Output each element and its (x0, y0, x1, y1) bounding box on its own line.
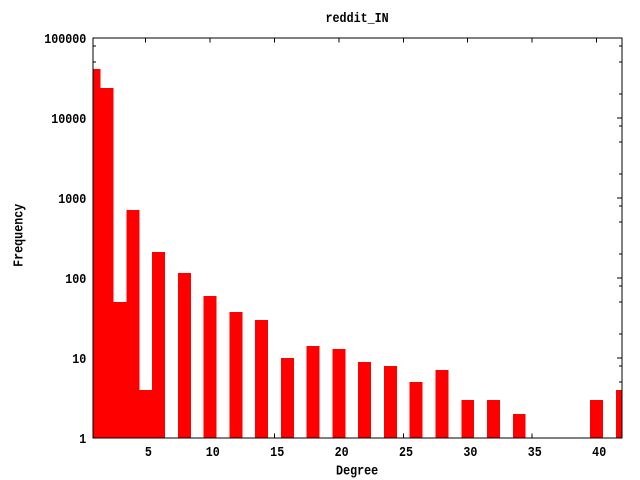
svg-text:35: 35 (528, 445, 542, 460)
svg-text:1: 1 (79, 432, 86, 447)
svg-text:100000: 100000 (44, 32, 86, 47)
svg-text:5: 5 (145, 445, 152, 460)
svg-text:1000: 1000 (58, 192, 86, 207)
svg-text:10: 10 (72, 352, 86, 367)
svg-text:25: 25 (399, 445, 413, 460)
svg-text:Degree: Degree (336, 464, 378, 479)
svg-text:10000: 10000 (51, 112, 86, 127)
svg-text:40: 40 (592, 445, 606, 460)
svg-text:reddit_IN: reddit_IN (326, 11, 389, 26)
svg-text:15: 15 (270, 445, 284, 460)
svg-text:100: 100 (65, 272, 86, 287)
svg-text:10: 10 (206, 445, 220, 460)
svg-text:Frequency: Frequency (12, 203, 27, 267)
svg-text:20: 20 (335, 445, 349, 460)
svg-text:30: 30 (463, 445, 477, 460)
